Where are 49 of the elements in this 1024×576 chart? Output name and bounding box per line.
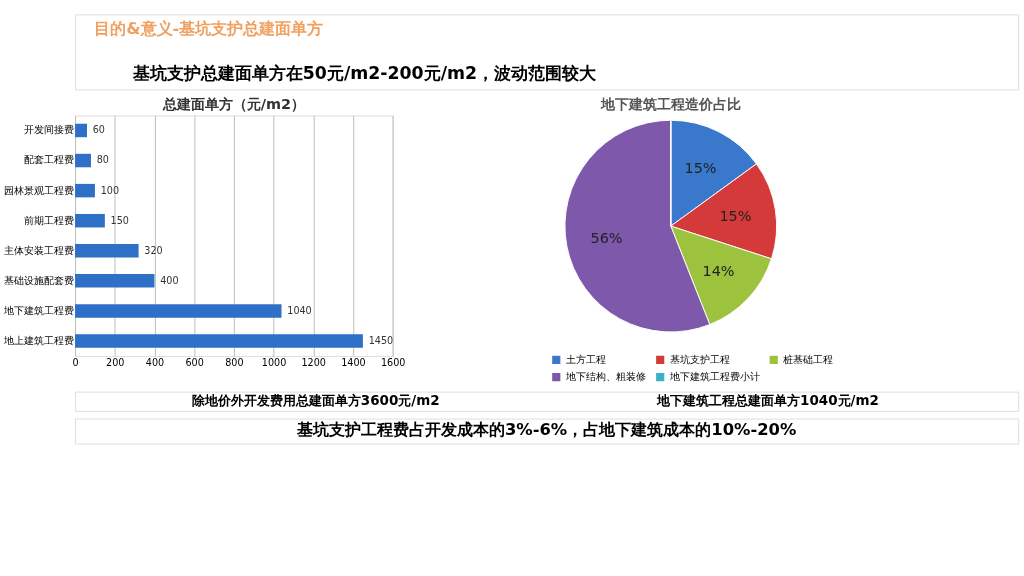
text: 除地价外开发费用总建面单方3600元/m2 [191, 392, 440, 409]
data-label: 15% [719, 207, 752, 224]
text: 目的&意义-基坑支护总建面单方 [94, 18, 324, 38]
y-tick-label: 前期工程费 [23, 214, 74, 226]
x-tick-label: 0 [72, 357, 79, 369]
data-label: 1450 [368, 334, 394, 346]
bar [75, 274, 155, 288]
data-label: 15% [684, 159, 717, 176]
data-label: 14% [702, 262, 735, 279]
y-tick-label: 地上建筑工程费 [2, 334, 74, 346]
data-label: 320 [144, 244, 163, 256]
data-label: 80 [96, 154, 109, 166]
y-tick-label: 基础设施配套费 [3, 274, 74, 286]
x-tick-label: 800 [225, 357, 244, 369]
legend-label: 基坑支护工程 [669, 353, 730, 365]
chart-title: 地下建筑工程造价占比 [599, 95, 741, 112]
bar [75, 304, 282, 318]
chart-title: 总建面单方（元/m2） [161, 95, 306, 112]
y-tick-label: 配套工程费 [23, 154, 74, 166]
legend-label: 土方工程 [565, 353, 606, 365]
y-tick-label: 开发间接费 [23, 124, 74, 136]
legend-label: 地下结构、粗装修 [564, 371, 646, 383]
bar [75, 213, 105, 228]
legend-label: 地下建筑工程费小计 [668, 371, 760, 383]
y-tick-label: 地下建筑工程费 [2, 304, 74, 316]
bar [75, 244, 139, 258]
x-tick-label: 1200 [301, 357, 326, 369]
x-tick-label: 1400 [341, 357, 366, 369]
bar [75, 153, 91, 168]
data-label: 1040 [287, 304, 312, 316]
y-tick-label: 主体安装工程费 [3, 244, 74, 256]
legend-label: 桩基础工程 [782, 353, 834, 365]
data-label: 150 [110, 214, 129, 226]
text: 基坑支护工程费占开发成本的3%-6%，占地下建筑成本的10%-20% [295, 419, 797, 439]
bar [75, 183, 95, 198]
x-tick-label: 1000 [261, 357, 287, 369]
data-label: 60 [92, 124, 105, 136]
y-tick-label: 园林景观工程费 [3, 184, 74, 196]
bar [75, 334, 363, 348]
x-tick-label: 400 [145, 357, 165, 369]
x-tick-label: 1600 [380, 357, 406, 369]
x-tick-label: 600 [185, 357, 204, 369]
x-tick-label: 200 [106, 357, 125, 369]
bar [75, 123, 87, 138]
data-label: 100 [100, 184, 120, 196]
text: 地下建筑工程总建面单方1040元/m2 [656, 392, 879, 409]
text: 基坑支护总建面单方在50元/m2-200元/m2，波动范围较大 [131, 62, 598, 83]
data-label: 56% [590, 230, 623, 247]
data-label: 400 [160, 274, 179, 286]
